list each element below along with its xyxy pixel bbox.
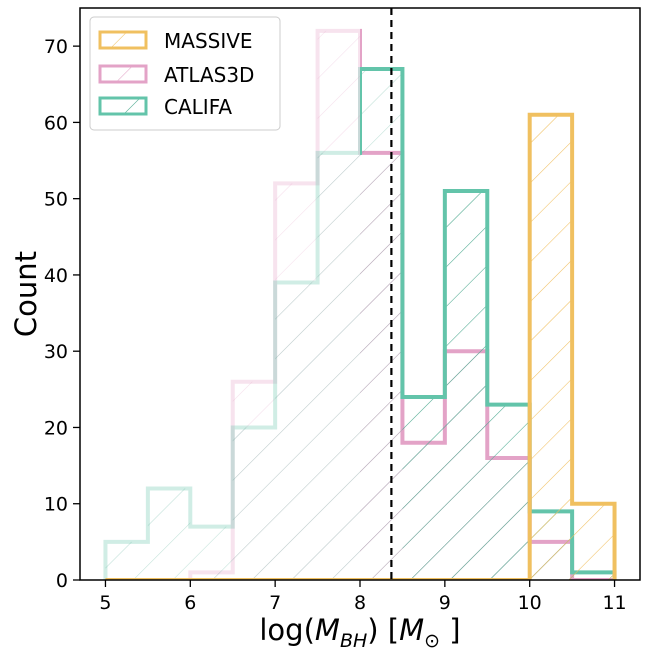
bar-califa-1 [147,488,191,580]
bar-califa-9 [487,404,530,580]
legend-entry-atlas3d: ATLAS3D [98,63,254,87]
x-axis-title-unit-sub: ⊙ [424,630,440,650]
series-califa [103,67,617,580]
legend-entry-califa: CALIFA [98,95,232,119]
bar-califa-3 [232,427,276,580]
x-tick-label: 11 [602,592,626,614]
bars-layer [103,28,617,580]
x-axis-title-var: M [315,613,340,647]
x-tick-label: 5 [99,592,111,614]
legend-label-massive: MASSIVE [164,29,253,53]
legend-swatch-atlas3d [98,64,148,84]
x-axis-title-suffix: ] [440,613,461,647]
bar-massive-11 [572,503,615,580]
y-tick-label: 50 [44,189,68,211]
bar-califa-2 [190,526,233,580]
legend-entry-massive: MASSIVE [98,29,253,53]
x-axis-title-prefix: log( [259,613,315,647]
series-massive [105,112,617,580]
x-tick-label: 9 [439,592,451,614]
outline-massive [105,112,617,580]
outline-faded-califa [103,67,360,580]
y-tick-label: 10 [44,494,68,516]
legend-label-califa: CALIFA [164,95,232,119]
bar-califa-8 [444,191,488,580]
y-axis-title: Count [9,251,43,337]
bar-califa-7 [402,396,445,580]
bar-califa-5 [317,152,360,580]
y-tick-label: 40 [44,265,68,287]
y-tick-label: 30 [44,341,68,363]
x-axis-title: log(MBH) [M⊙ ] [259,613,460,650]
bar-califa-4 [275,282,318,580]
y-tick-label: 60 [44,112,68,134]
x-tick-label: 10 [518,592,542,614]
x-axis-title-unit: M [399,613,424,647]
legend-swatch-massive [98,30,148,50]
y-tick-label: 70 [44,36,68,58]
y-axis: 0 10 20 30 40 50 60 70 [44,36,80,592]
x-axis-title-mid: ) [ [367,613,399,647]
bar-califa-6 [360,69,403,580]
x-tick-label: 8 [354,592,366,614]
x-tick-label: 6 [184,592,196,614]
bar-massive-10 [529,114,573,580]
legend-swatch-califa [98,96,148,116]
legend-label-atlas3d: ATLAS3D [164,63,254,87]
y-tick-label: 20 [44,417,68,439]
bar-califa-0 [105,541,148,580]
legend: MASSIVE ATLAS3D CALIFA [89,16,281,131]
y-tick-label: 0 [56,570,68,592]
x-tick-label: 7 [269,592,281,614]
x-axis-title-sub: BH [340,630,367,650]
x-axis: 5 6 7 8 9 10 11 [99,580,627,614]
